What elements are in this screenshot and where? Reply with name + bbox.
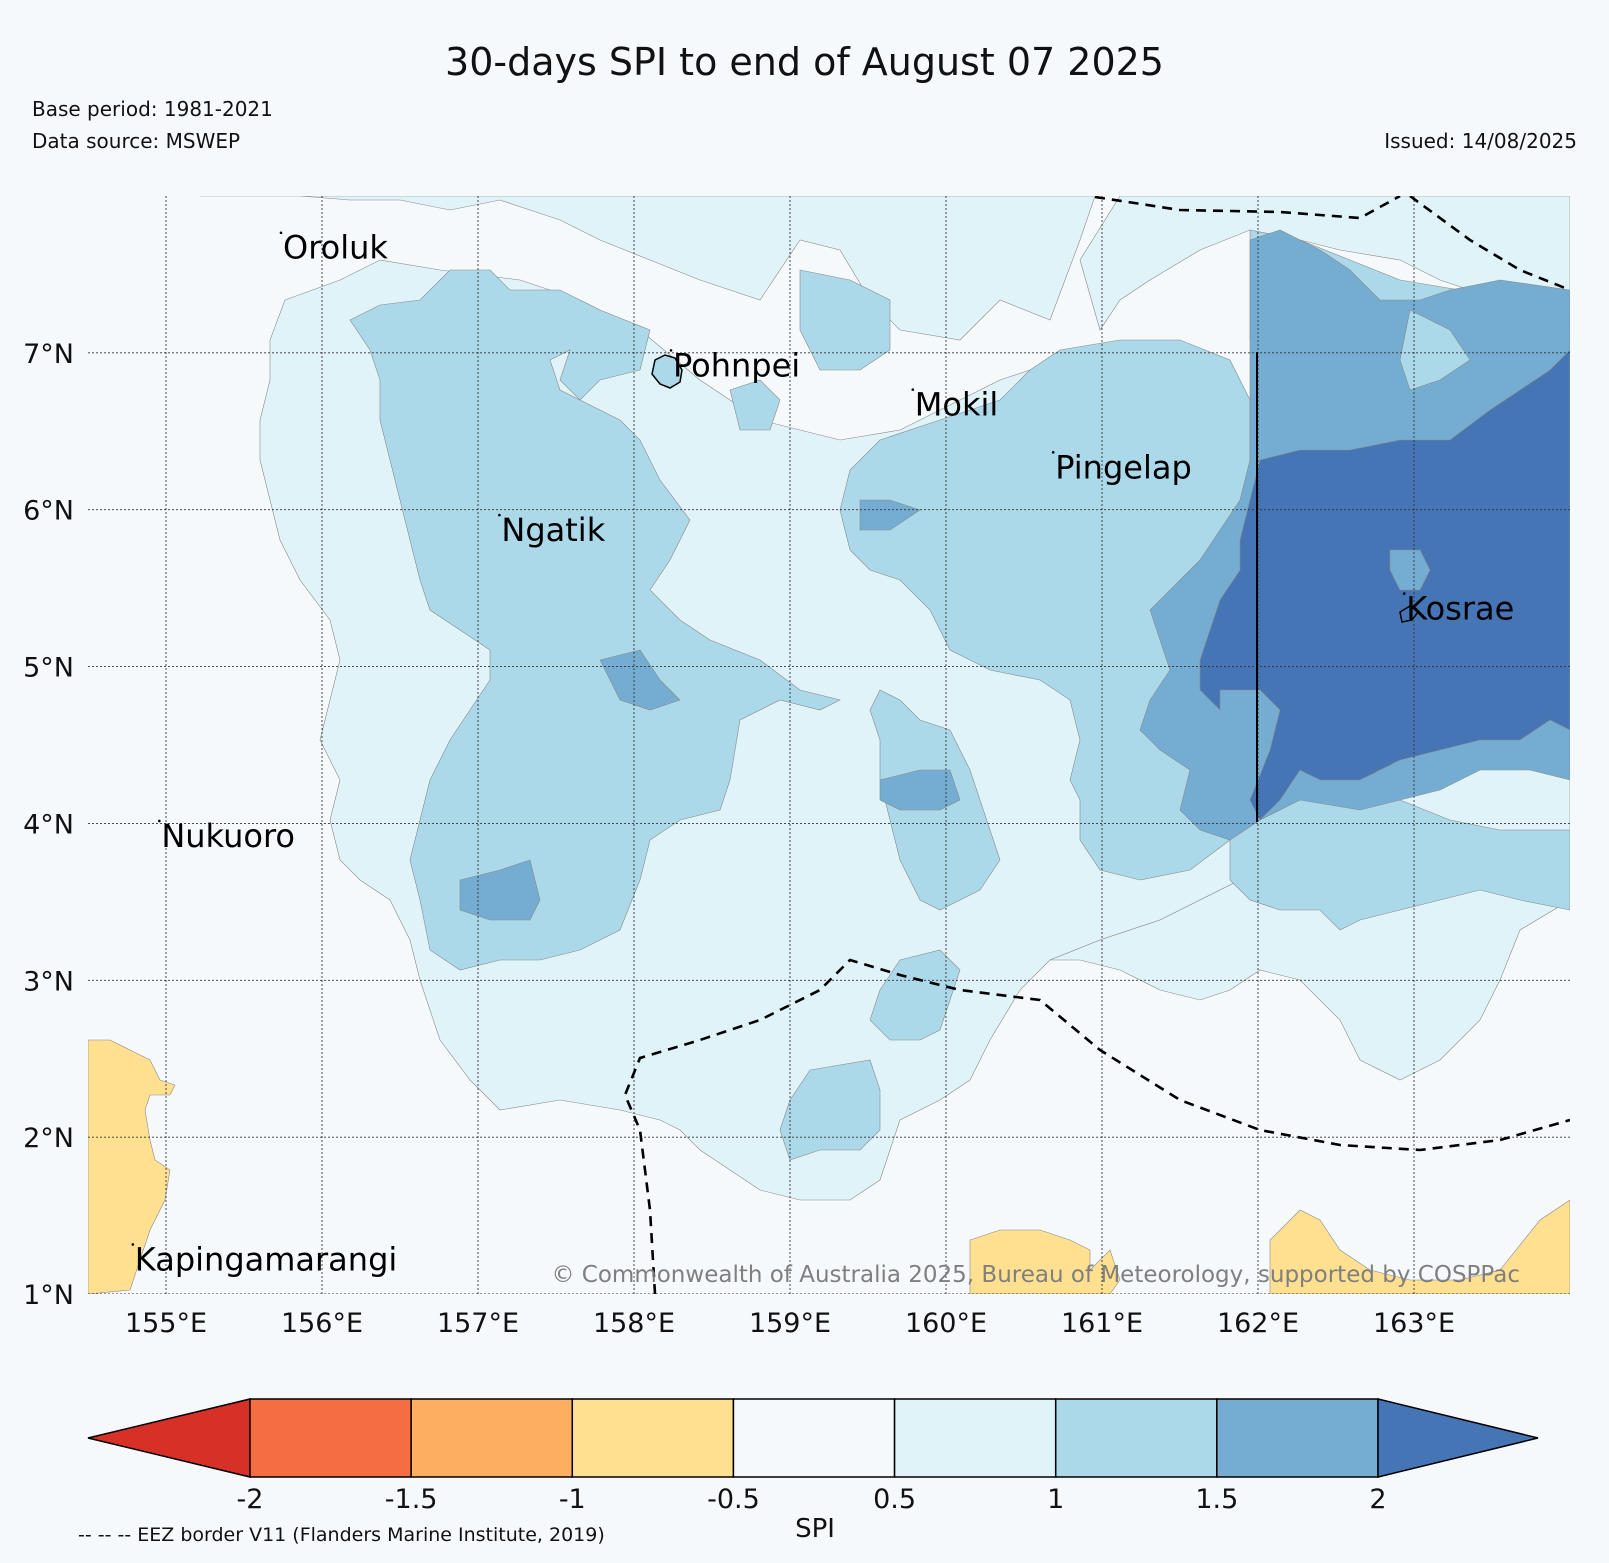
lon-tick-label: 161°E (1061, 1308, 1143, 1339)
lat-tick-label: 1°N (23, 1280, 74, 1311)
lat-tick-label: 4°N (23, 809, 74, 840)
lon-tick-label: 162°E (1217, 1308, 1299, 1339)
lat-tick-label: 2°N (23, 1123, 74, 1154)
lon-tick-label: 159°E (749, 1308, 831, 1339)
place-label-pohnpei: Pohnpei (673, 346, 800, 384)
base-period-text: Base period: 1981-2021 (32, 97, 273, 121)
spi-contour-m1-m0.5 (88, 1039, 1570, 1294)
lat-tick-label: 6°N (23, 496, 74, 527)
lon-tick-label: 157°E (437, 1308, 519, 1339)
lon-tick-label: 156°E (281, 1308, 363, 1339)
colorbar-label: SPI (795, 1514, 835, 1544)
place-label-kapingamarangi: Kapingamarangi (135, 1240, 397, 1278)
lon-tick-label: 160°E (905, 1308, 987, 1339)
eez-border (623, 196, 1570, 1294)
lat-tick-label: 3°N (23, 966, 74, 997)
lon-tick-label: 155°E (125, 1308, 207, 1339)
eez-legend-note: -- -- -- EEZ border V11 (Flanders Marine… (78, 1524, 605, 1546)
kosrae-island-outline (1399, 605, 1420, 623)
place-label-kosrae: Kosrae (1406, 590, 1514, 628)
lat-tick-label: 5°N (23, 653, 74, 684)
spi-contour-gt-2 (1199, 349, 1570, 821)
place-label-nukuoro: Nukuoro (161, 817, 295, 855)
issued-date-text: Issued: 14/08/2025 (1384, 129, 1577, 153)
place-marker (498, 513, 501, 517)
lon-tick-label: 163°E (1373, 1308, 1455, 1339)
place-marker (911, 388, 915, 391)
place-marker (279, 231, 283, 235)
lat-tick-label: 7°N (23, 339, 74, 370)
map-title: 30-days SPI to end of August 07 2025 (445, 40, 1164, 84)
latitude-tick-labels: 7°N 6°N 5°N 4°N 3°N 2°N 1°N (23, 339, 74, 1311)
place-label-oroluk: Oroluk (283, 229, 388, 267)
place-marker (1402, 592, 1406, 595)
longitude-tick-labels: 155°E 156°E 157°E 158°E 159°E 160°E 161°E 162°E… (125, 1308, 1455, 1339)
pohnpei-island-outline (651, 354, 683, 389)
map-plot-area: Oroluk Pohnpei Mokil Pingelap Ngatik Kosrae Nu… (88, 196, 1570, 1294)
place-label-pingelap: Pingelap (1055, 448, 1192, 486)
lon-tick-label: 158°E (593, 1308, 675, 1339)
place-label-ngatik: Ngatik (501, 511, 605, 549)
data-source-text: Data source: MSWEP (32, 129, 241, 153)
place-labels: Oroluk Pohnpei Mokil Pingelap Ngatik Kosrae Nu… (131, 229, 1514, 1278)
place-label-mokil: Mokil (915, 386, 999, 424)
copyright-text: © Commonwealth of Australia 2025, Bureau… (551, 1262, 1520, 1288)
place-marker (131, 1243, 135, 1246)
place-marker (1051, 451, 1055, 454)
place-marker (158, 819, 161, 823)
place-marker (669, 349, 673, 352)
